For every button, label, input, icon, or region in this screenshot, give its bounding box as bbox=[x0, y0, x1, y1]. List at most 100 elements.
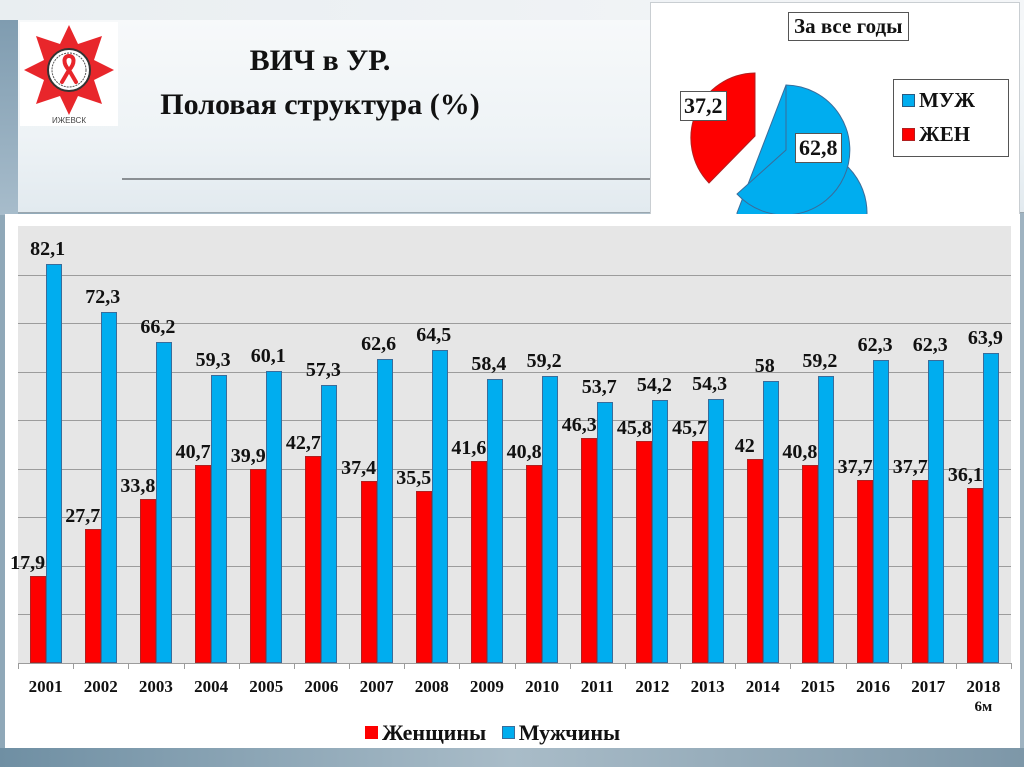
x-axis-label: 2012 bbox=[635, 677, 670, 696]
data-label-female: 33,8 bbox=[120, 474, 156, 497]
gridline bbox=[18, 274, 1011, 276]
x-axis-tick bbox=[1011, 663, 1012, 669]
gridline bbox=[18, 371, 1011, 373]
x-axis-label: 2018 6м bbox=[966, 677, 1001, 715]
bar-female bbox=[250, 469, 267, 663]
x-axis-tick bbox=[680, 663, 681, 669]
x-axis-label: 2009 bbox=[469, 677, 504, 696]
x-axis-label: 2016 bbox=[856, 677, 891, 696]
data-label-female: 35,5 bbox=[396, 466, 432, 489]
bar-male bbox=[45, 264, 62, 663]
pie-chart-inset: За все годы 37,2 62,8 МУЖ ЖЕН bbox=[650, 2, 1020, 232]
bar-female bbox=[195, 465, 212, 663]
bar-male bbox=[652, 399, 669, 663]
gridline bbox=[18, 420, 1011, 422]
gridline bbox=[18, 517, 1011, 519]
x-axis-label: 2013 bbox=[690, 677, 725, 696]
x-axis-tick bbox=[569, 663, 571, 669]
bar-female bbox=[360, 481, 377, 663]
bar-male bbox=[983, 352, 1000, 663]
data-label-female: 45,8 bbox=[616, 416, 652, 439]
data-label-female: 27,7 bbox=[65, 504, 101, 527]
x-axis-label: 2004 bbox=[194, 677, 229, 696]
data-label-male: 54,2 bbox=[636, 373, 672, 396]
data-label-male: 62,3 bbox=[857, 334, 893, 357]
pie-label-male: 62,8 bbox=[795, 133, 842, 163]
bar-female bbox=[526, 464, 543, 663]
bar-female bbox=[912, 479, 929, 663]
bar-male bbox=[376, 359, 393, 663]
bar-female bbox=[139, 498, 156, 663]
data-label-female: 42,7 bbox=[285, 431, 321, 454]
gridline bbox=[18, 565, 1011, 567]
x-axis-tick bbox=[128, 663, 130, 669]
bar-female bbox=[801, 464, 818, 663]
slide-subtitle: Половая структура (%) bbox=[160, 88, 480, 121]
x-axis-label: 2001 bbox=[28, 677, 63, 696]
plot-area bbox=[18, 226, 1011, 663]
pie-legend-item-male: МУЖ bbox=[902, 88, 975, 113]
bar-male bbox=[431, 349, 448, 663]
x-axis-label: 2015 bbox=[800, 677, 835, 696]
bar-male bbox=[873, 360, 890, 663]
data-label-female: 36,1 bbox=[947, 463, 983, 486]
data-label-male: 59,2 bbox=[526, 349, 562, 372]
x-axis-label: 2017 bbox=[911, 677, 946, 696]
bar-male bbox=[266, 371, 283, 663]
data-label-female: 45,7 bbox=[672, 417, 708, 440]
slide-title: ВИЧ в УР. bbox=[249, 44, 391, 77]
data-label-female: 42 bbox=[734, 435, 755, 458]
bar-male bbox=[486, 379, 503, 663]
bar-male bbox=[707, 399, 724, 663]
bar-female bbox=[746, 459, 763, 663]
x-axis-tick bbox=[238, 663, 240, 669]
x-axis-tick bbox=[293, 663, 295, 669]
x-axis-label: 2007 bbox=[359, 677, 394, 696]
legend-item-female: Женщины bbox=[365, 720, 486, 746]
slide-bottom-band bbox=[0, 748, 1024, 767]
x-axis-tick bbox=[514, 663, 516, 669]
pie-legend-item-female: ЖЕН bbox=[902, 122, 970, 147]
data-label-female: 40,7 bbox=[175, 441, 211, 464]
data-label-female: 37,7 bbox=[837, 455, 873, 478]
data-label-male: 54,3 bbox=[692, 373, 728, 396]
x-axis-tick bbox=[404, 663, 406, 669]
x-axis-label: 2010 bbox=[525, 677, 560, 696]
bar-male bbox=[597, 402, 614, 663]
header-divider bbox=[122, 178, 652, 180]
data-label-male: 62,6 bbox=[361, 333, 397, 356]
x-axis-tick bbox=[183, 663, 185, 669]
slide-left-strip bbox=[0, 20, 18, 215]
chart-legend: Женщины Мужчины bbox=[365, 720, 630, 746]
bar-male bbox=[211, 375, 228, 663]
x-axis-tick bbox=[18, 663, 19, 669]
data-label-male: 82,1 bbox=[30, 238, 66, 261]
legend-item-male: Мужчины bbox=[501, 720, 620, 746]
gridline bbox=[18, 323, 1011, 325]
bar-male bbox=[762, 381, 779, 663]
data-label-male: 53,7 bbox=[581, 376, 617, 399]
bar-male bbox=[100, 311, 117, 663]
pie-label-female: 37,2 bbox=[680, 91, 727, 121]
data-label-male: 60,1 bbox=[250, 345, 286, 368]
data-label-male: 57,3 bbox=[305, 358, 341, 381]
pie-legend: МУЖ ЖЕН bbox=[893, 79, 1009, 157]
bar-male bbox=[542, 375, 559, 663]
data-label-male: 72,3 bbox=[85, 285, 121, 308]
data-label-female: 37,4 bbox=[341, 457, 377, 480]
logo: ИЖЕВСК bbox=[20, 22, 118, 126]
bar-male bbox=[817, 375, 834, 663]
x-axis-tick bbox=[790, 663, 792, 669]
data-label-female: 40,8 bbox=[506, 440, 542, 463]
legend-swatch-male-icon bbox=[501, 726, 515, 740]
data-label-male: 62,3 bbox=[912, 334, 948, 357]
bar-female bbox=[305, 455, 322, 663]
bar-female bbox=[967, 487, 984, 663]
x-axis-tick bbox=[735, 663, 737, 669]
data-label-female: 41,6 bbox=[451, 437, 487, 459]
bar-female bbox=[470, 461, 487, 663]
x-axis-tick bbox=[955, 663, 957, 669]
bar-female bbox=[84, 528, 101, 663]
x-axis-tick bbox=[459, 663, 461, 669]
x-axis-label: 2002 bbox=[83, 677, 118, 696]
